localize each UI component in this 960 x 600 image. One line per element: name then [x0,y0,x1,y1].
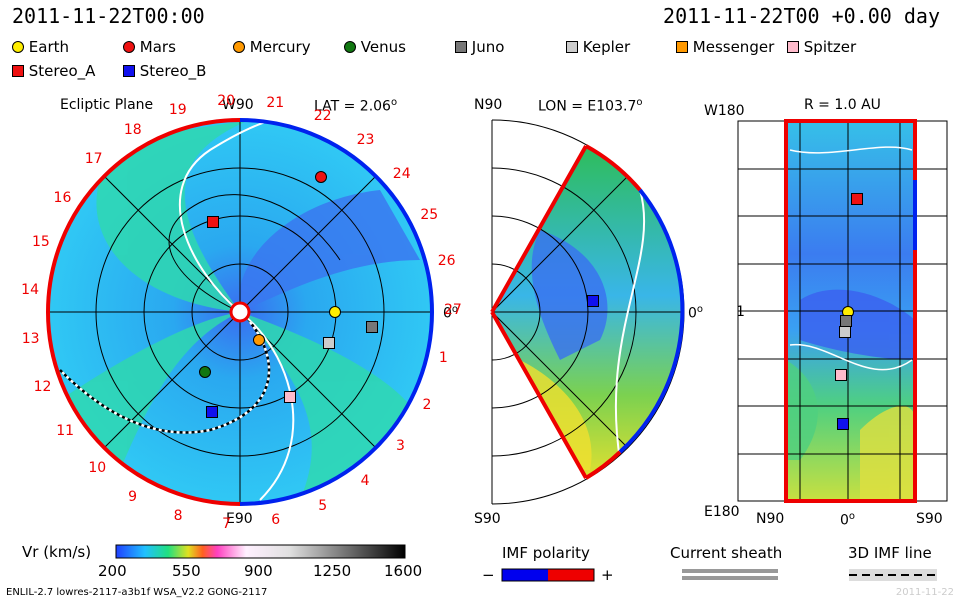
imf-negative-bar [502,569,548,581]
carrington-label-26: 26 [437,252,456,269]
marker-spitzer [284,391,296,403]
colorbar-tick-1600: 1600 [384,562,423,580]
footer-model-info: ENLIL-2.7 lowres-2117-a3b1f WSA_V2.2 GON… [6,587,268,598]
legend-item-juno: Juno [455,40,504,55]
imf-3d-line-title: 3D IMF line [848,544,932,562]
carrington-label-21: 21 [266,94,285,111]
carrington-label-22: 22 [313,108,332,125]
carrington-label-17: 17 [84,151,103,168]
carrington-label-8: 8 [173,507,183,524]
colorbar-tick-900: 900 [244,562,273,580]
legend-item-venus: Venus [344,40,406,55]
marker-stereo-b [206,406,218,418]
carrington-label-9: 9 [128,488,138,505]
carrington-label-19: 19 [168,101,187,118]
legend-item-kepler: Kepler [566,40,630,55]
carrington-label-15: 15 [31,233,50,250]
carrington-label-10: 10 [88,459,107,476]
timestamp-right: 2011-11-22T00 +0.00 day [663,4,940,28]
marker-mars [315,171,327,183]
footer-date: 2011-11-22 [895,587,954,598]
meridional-right-label: 0o [688,304,704,322]
carrington-label-25: 25 [420,206,439,223]
marker-stereo-b-radial [837,418,849,430]
marker-stereo-b-meridional [587,295,599,307]
marker-kepler [323,337,335,349]
meridional-bottom-label: S90 [474,511,501,527]
carrington-label-20: 20 [217,92,236,109]
colorbar [115,544,406,559]
carrington-label-16: 16 [53,189,72,206]
legend-item-stereo-a: Stereo_A [12,64,95,79]
marker-mercury [253,334,265,346]
marker-kepler-radial [839,326,851,338]
marker-juno [366,321,378,333]
marker-stereo-a-radial [851,193,863,205]
colorbar-tick-1250: 1250 [313,562,352,580]
carrington-label-13: 13 [21,331,40,348]
radial-tick-0: 0o [840,511,856,529]
current-sheath-line [682,569,778,573]
carrington-label-27: 27 [443,301,462,318]
imf-minus: − [482,566,495,584]
colorbar-label: Vr (km/s) [22,543,92,561]
carrington-label-2: 2 [422,396,432,413]
meridional-wedge [490,119,685,505]
carrington-label-24: 24 [392,165,411,182]
carrington-label-6: 6 [271,512,281,529]
ecliptic-bottom-label: E90 [226,511,253,527]
colorbar-tick-550: 550 [172,562,201,580]
colorbar-tick-200: 200 [98,562,127,580]
legend-item-stereo-b: Stereo_B [123,64,206,79]
carrington-label-4: 4 [360,472,370,489]
timestamp-left: 2011-11-22T00:00 [12,4,205,28]
carrington-label-18: 18 [123,121,142,138]
radial-top-left-label: W180 [704,103,745,119]
legend-item-spitzer: Spitzer [787,40,856,55]
meridional-top-label: N90 [474,97,503,113]
radial-r-label: R = 1.0 AU [804,97,881,113]
marker-venus [199,366,211,378]
imf-positive-bar [548,569,594,581]
radial-panel [737,119,948,503]
radial-tick-s90: S90 [916,511,943,527]
carrington-label-11: 11 [56,422,75,439]
legend-item-earth: Earth [12,40,69,55]
carrington-label-3: 3 [395,438,405,455]
marker-stereo-a [207,216,219,228]
carrington-label-12: 12 [33,378,52,395]
carrington-label-5: 5 [318,497,328,514]
carrington-label-23: 23 [356,132,375,149]
carrington-label-7: 7 [222,515,232,532]
legend-item-messenger: Messenger [676,40,774,55]
radial-tick-n90: N90 [756,511,785,527]
ecliptic-top-label: W90 [222,97,254,113]
imf-polarity-title: IMF polarity [502,544,590,562]
current-sheath-title: Current sheath [670,544,783,562]
ecliptic-lat-label: LAT = 2.06o [314,97,398,115]
ecliptic-disk [46,118,435,506]
carrington-label-14: 14 [21,281,39,298]
ecliptic-title: Ecliptic Plane [60,97,154,113]
meridional-lon-label: LON = E103.7o [538,97,643,115]
radial-bottom-left-label: E180 [704,504,740,520]
imf-plus: + [601,566,614,584]
radial-mid-left-label: 1 [736,304,745,320]
marker-earth [329,306,341,318]
legend-item-mercury: Mercury [233,40,311,55]
legend-item-mars: Mars [123,40,176,55]
carrington-label-1: 1 [438,350,448,367]
ecliptic-right-label: 0o [443,304,459,322]
marker-spitzer-radial [835,369,847,381]
